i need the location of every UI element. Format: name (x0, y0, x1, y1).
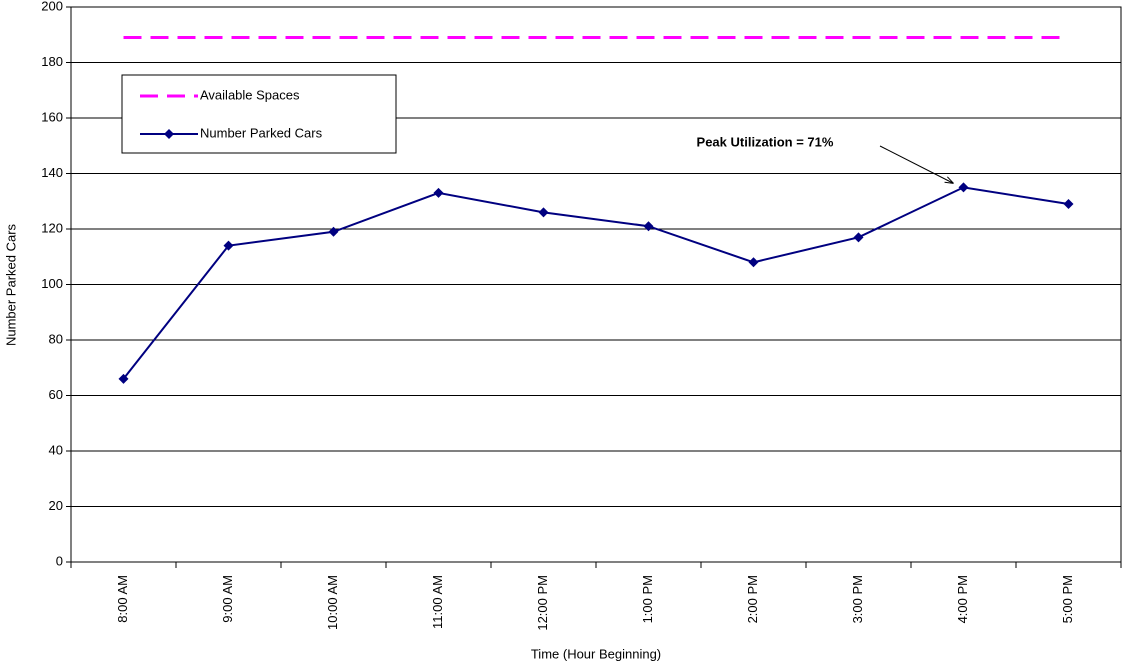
series-line (122, 186, 1069, 380)
y-tick-label: 0 (56, 553, 63, 568)
data-point (853, 232, 864, 243)
y-tick-label: 140 (41, 165, 63, 180)
legend-box (121, 74, 397, 154)
y-tick-label: 40 (49, 442, 63, 457)
x-tick-label: 3:00 PM (850, 575, 865, 623)
x-tick-label: 11:00 AM (430, 575, 445, 629)
y-tick-label: 100 (41, 276, 63, 291)
x-axis-label: Time (Hour Beginning) (531, 646, 661, 661)
y-axis-label: Number Parked Cars (3, 223, 18, 346)
x-tick-label: 1:00 PM (640, 575, 655, 623)
annotation: Peak Utilization = 71% (697, 134, 834, 149)
y-tick-label: 160 (41, 109, 63, 124)
y-tick-label: 60 (49, 387, 63, 402)
data-point (643, 221, 654, 232)
x-tick-label: 9:00 AM (220, 575, 235, 623)
x-tick-label: 10:00 AM (325, 575, 340, 630)
y-tick-label: 180 (41, 54, 63, 69)
y-tick-label: 80 (49, 331, 63, 346)
annotation-arrow (879, 145, 954, 184)
data-point (748, 257, 759, 268)
data-point (328, 226, 339, 237)
x-tick-label: 8:00 AM (115, 575, 130, 623)
x-tick-label: 2:00 PM (745, 575, 760, 623)
data-point (223, 240, 234, 251)
y-tick-label: 120 (41, 220, 63, 235)
data-point (118, 373, 129, 384)
legend-label: Number Parked Cars (200, 125, 323, 140)
data-point (1063, 199, 1074, 210)
x-tick-label: 5:00 PM (1060, 575, 1075, 623)
y-tick-label: 200 (41, 0, 63, 13)
legend-marker (164, 129, 174, 139)
arrow-head (944, 176, 954, 184)
data-point (433, 187, 444, 198)
y-tick-label: 20 (49, 498, 63, 513)
data-point (538, 207, 549, 218)
legend-label: Available Spaces (200, 87, 300, 102)
data-point (958, 182, 969, 193)
x-tick-label: 4:00 PM (955, 575, 970, 623)
x-tick-label: 12:00 PM (535, 575, 550, 631)
